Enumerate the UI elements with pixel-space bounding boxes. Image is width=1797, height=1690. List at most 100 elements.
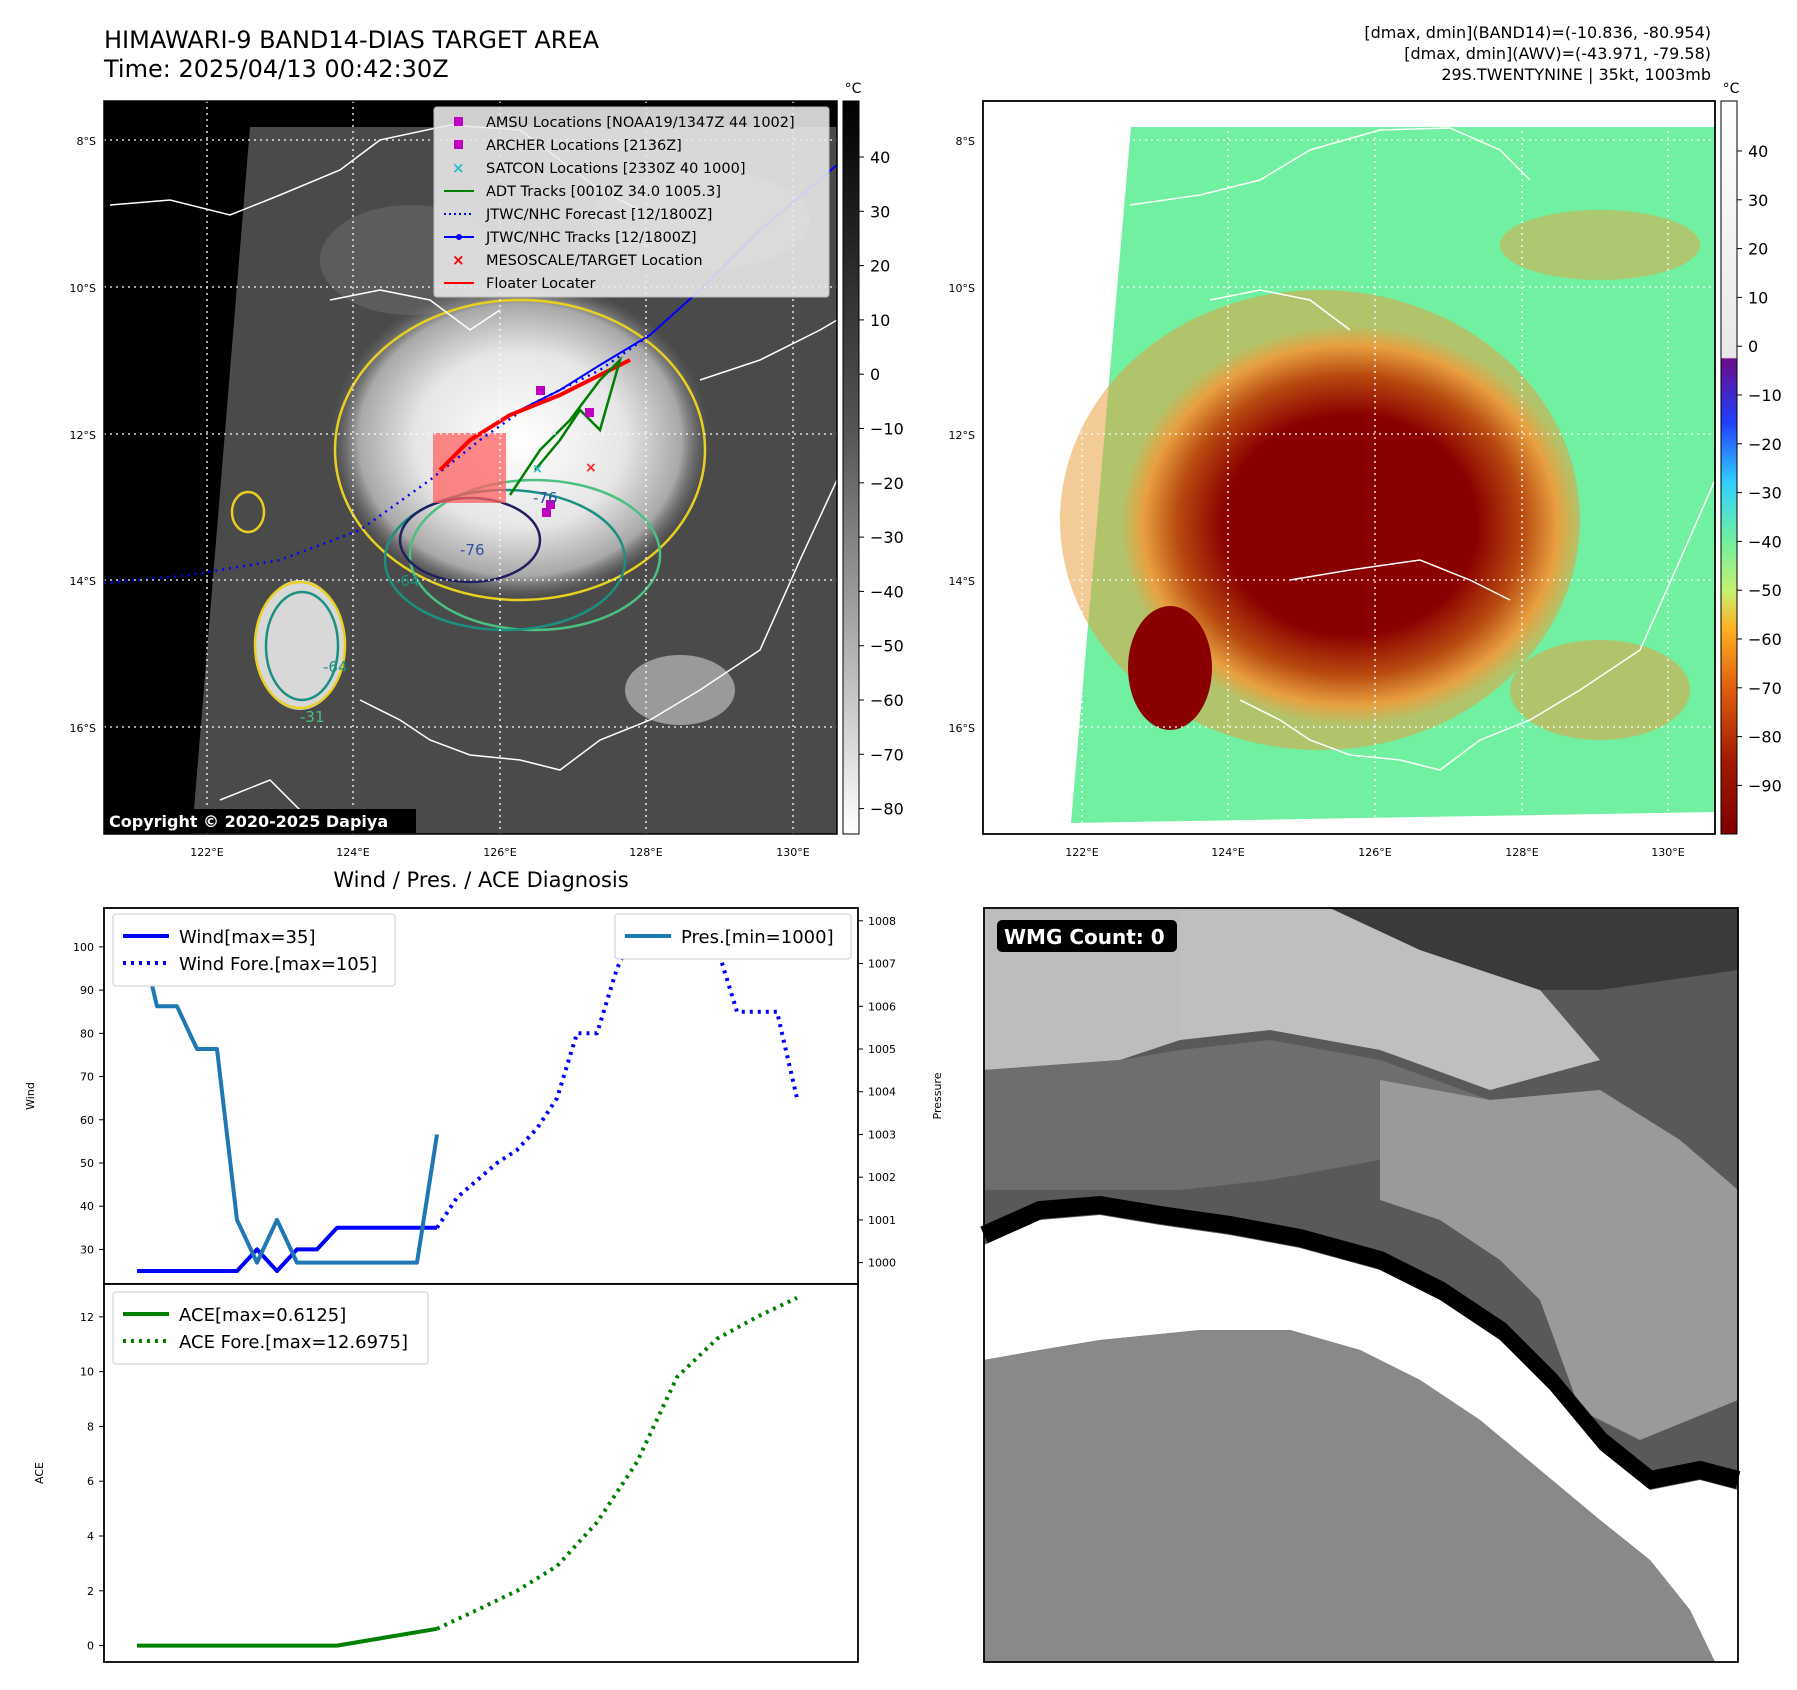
- colorbar-tick-label: −70: [870, 745, 904, 764]
- contour-label: -64: [395, 572, 420, 590]
- lat-tick-label: 12°S: [70, 429, 96, 442]
- colorbar-tick-label: −80: [1748, 728, 1782, 747]
- floater-box: [433, 433, 506, 503]
- colorbar-tick-label: −50: [870, 637, 904, 656]
- colorbar-tick-label: 0: [1748, 337, 1758, 356]
- wmg-panel: WMG Count: 0: [980, 907, 1741, 1663]
- y-tick-label: 10: [80, 1366, 94, 1379]
- y-tick-label: 40: [80, 1200, 94, 1213]
- colorbar-unit: °C: [1723, 81, 1740, 97]
- wind-axis-label: Wind: [24, 1082, 37, 1110]
- colorbar-tick-label: −90: [1748, 776, 1782, 795]
- contour-label: -31: [300, 708, 325, 726]
- y-tick-label: 30: [80, 1243, 94, 1256]
- lat-tick-label: 8°S: [956, 135, 975, 148]
- storm-info: 29S.TWENTYNINE | 35kt, 1003mb: [1441, 65, 1711, 84]
- awv-storm-core: [1120, 325, 1580, 725]
- y-tick-label: 0: [87, 1640, 94, 1653]
- lat-tick-label: 10°S: [70, 282, 96, 295]
- lat-tick-label: 16°S: [949, 722, 975, 735]
- y-tick-label: 12: [80, 1311, 94, 1324]
- y2-tick-label: 1003: [868, 1128, 896, 1141]
- lon-tick-label: 122°E: [1065, 846, 1098, 859]
- chart-title: Wind / Pres. / ACE Diagnosis: [333, 868, 628, 892]
- pressure-axis-label: Pressure: [931, 1072, 944, 1119]
- colorbar-tick-label: −60: [1748, 630, 1782, 649]
- colorbar-tick-label: 20: [1748, 240, 1768, 259]
- colorbar-tick-label: 10: [1748, 288, 1768, 307]
- figure-time: Time: 2025/04/13 00:42:30Z: [104, 55, 449, 83]
- ace-legend: ACE[max=0.6125] ACE Fore.[max=12.6975]: [112, 1291, 429, 1365]
- lon-tick-label: 126°E: [483, 846, 516, 859]
- stats-band14: [dmax, dmin](BAND14)=(-10.836, -80.954): [1364, 23, 1711, 42]
- figure-title-block: HIMAWARI-9 BAND14-DIAS TARGET AREA Time:…: [104, 26, 599, 84]
- legend-marker: ×: [452, 159, 465, 177]
- colorbar-tick-label: 30: [870, 202, 890, 221]
- colorbar-tick-label: −30: [870, 528, 904, 547]
- y2-tick-label: 1002: [868, 1171, 896, 1184]
- colorbar-tick-label: −10: [1748, 386, 1782, 405]
- y-tick-label: 80: [80, 1027, 94, 1040]
- figure-title: HIMAWARI-9 BAND14-DIAS TARGET AREA: [104, 26, 600, 54]
- legend-frame: [112, 913, 396, 987]
- y2-tick-label: 1004: [868, 1086, 896, 1099]
- colorbar-tick-label: −20: [1748, 435, 1782, 454]
- y2-tick-label: 1007: [868, 958, 896, 971]
- contour-label: -64: [323, 658, 348, 676]
- series-line-2: [135, 920, 439, 1265]
- lon-tick-label: 124°E: [1211, 846, 1244, 859]
- colorbar-tick-label: 10: [870, 311, 890, 330]
- copyright-label: Copyright © 2020-2025 Dapiya: [109, 812, 388, 831]
- legend-entry: AMSU Locations [NOAA19/1347Z 44 1002]: [486, 115, 795, 131]
- legend-entry: Wind Fore.[max=105]: [179, 954, 377, 975]
- awv-colorbar: °C 40 30 20 10 0 −10 −20 −30 −40 −50 −60 −70 −80 −90: [1720, 81, 1782, 835]
- colorbar-tick-label: −10: [870, 420, 904, 439]
- y-tick-label: 6: [87, 1475, 94, 1488]
- y2-tick-label: 1001: [868, 1214, 896, 1227]
- colorbar-tick-label: 30: [1748, 191, 1768, 210]
- y2-tick-label: 1000: [868, 1257, 896, 1270]
- colorbar-tick-label: −40: [870, 582, 904, 601]
- legend-entry: ADT Tracks [0010Z 34.0 1005.3]: [486, 184, 721, 200]
- legend-entry: JTWC/NHC Tracks [12/1800Z]: [485, 230, 697, 246]
- legend-frame: [614, 913, 852, 960]
- lon-tick-label: 130°E: [776, 846, 809, 859]
- y2-tick-label: 1008: [868, 915, 896, 928]
- legend-entry: MESOSCALE/TARGET Location: [486, 253, 703, 269]
- colorbar-tick-label: −60: [870, 691, 904, 710]
- lat-tick-label: 8°S: [77, 135, 96, 148]
- legend-marker: [454, 140, 463, 149]
- legend-marker: [456, 234, 462, 240]
- lat-tick-label: 14°S: [70, 575, 96, 588]
- legend-entry: ACE[max=0.6125]: [179, 1305, 346, 1326]
- lon-tick-label: 130°E: [1651, 846, 1684, 859]
- colorbar-tick-label: −70: [1748, 679, 1782, 698]
- legend-entry: Floater Locater: [486, 276, 595, 292]
- wmg-count-label: WMG Count: 0: [1004, 925, 1165, 949]
- y-tick-label: 70: [80, 1071, 94, 1084]
- y2-tick-label: 1005: [868, 1043, 896, 1056]
- colorbar-unit: °C: [845, 81, 862, 97]
- legend-entry: SATCON Locations [2330Z 40 1000]: [486, 161, 745, 177]
- pressure-legend: Pres.[min=1000]: [614, 913, 852, 960]
- legend-frame: [112, 1291, 429, 1365]
- svg-text:×: ×: [585, 460, 597, 476]
- colorbar-tick-label: −80: [870, 800, 904, 819]
- lon-tick-label: 122°E: [190, 846, 223, 859]
- legend-entry: ACE Fore.[max=12.6975]: [179, 1332, 408, 1353]
- y-tick-label: 4: [87, 1530, 94, 1543]
- ace-axis-label: ACE: [33, 1462, 46, 1484]
- wind-pressure-chart: Wind / Pres. / ACE Diagnosis 30 40 50 60 70 8…: [24, 868, 944, 1285]
- stats-awv: [dmax, dmin](AWV)=(-43.971, -79.58): [1404, 44, 1711, 63]
- legend-marker: ×: [452, 251, 465, 269]
- colorbar-tick-label: −50: [1748, 581, 1782, 600]
- map-legend: AMSU Locations [NOAA19/1347Z 44 1002] ARC…: [433, 106, 830, 298]
- series-line-1: [435, 923, 799, 1229]
- y-tick-label: 2: [87, 1585, 94, 1598]
- colorbar-tick-label: −40: [1748, 532, 1782, 551]
- lat-tick-label: 12°S: [949, 429, 975, 442]
- lat-tick-label: 14°S: [949, 575, 975, 588]
- y-tick-label: 90: [80, 984, 94, 997]
- legend-marker: [454, 117, 463, 126]
